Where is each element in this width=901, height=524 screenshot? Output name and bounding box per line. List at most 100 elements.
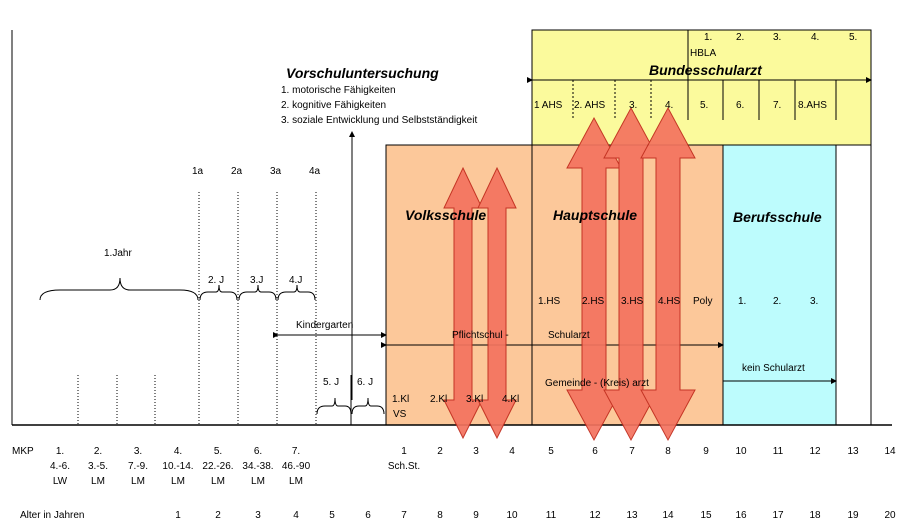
- hs-grade-3: 3.HS: [621, 296, 644, 307]
- volksschule-title: Volksschule: [405, 207, 486, 223]
- mkp-row: MKP 1. 2. 3. 4. 5. 6. 7. 4.-6. 3.-5. 7.-9. 10.-14. 2…: [12, 446, 311, 487]
- berufsschule-title: Berufsschule: [733, 209, 822, 225]
- age-value: 16: [735, 510, 747, 521]
- mkp-label: MKP: [12, 446, 34, 457]
- year-label-3: 3.J: [250, 275, 263, 286]
- school-year-number: 10: [735, 446, 747, 457]
- berufs-grade-2: 2.: [773, 296, 781, 307]
- mkp-range: 46.-90: [282, 461, 311, 472]
- ahs-grade-4: 4.: [665, 100, 673, 111]
- ahs-grade-1: 1 AHS: [534, 100, 563, 111]
- vs-grade-3: 3.Kl: [466, 394, 483, 405]
- school-year-number: 8: [665, 446, 671, 457]
- school-year-number: 1: [401, 446, 407, 457]
- age-row: Alter in Jahren 1 2 3 4 5 6 7 8 9 10 11 12 13 14 15 16 17…: [20, 510, 896, 521]
- age-value: 19: [847, 510, 859, 521]
- white-region: [835, 144, 872, 426]
- ahs-top-5: 5.: [849, 32, 857, 43]
- ahs-top-3: 3.: [773, 32, 781, 43]
- mkp-range: 7.-9.: [128, 461, 148, 472]
- school-year-number: 9: [703, 446, 709, 457]
- ahs-grade-2: 2. AHS: [574, 100, 605, 111]
- hbla-label: HBLA: [690, 48, 716, 59]
- double-arrow-vs: [443, 166, 517, 440]
- bundesschularzt-title: Bundesschularzt: [649, 62, 763, 78]
- mkp-range: 22.-26.: [202, 461, 233, 472]
- mkp-unit: LM: [131, 476, 145, 487]
- age-value: 18: [809, 510, 821, 521]
- ahs-grade-8: 8.AHS: [798, 100, 827, 111]
- ahs-grade-5: 5.: [700, 100, 708, 111]
- hs-grade-4: 4.HS: [658, 296, 681, 307]
- school-year-number: 4: [509, 446, 515, 457]
- age-value: 4: [293, 510, 299, 521]
- age-value: 15: [700, 510, 712, 521]
- mkp-number: 7.: [292, 446, 300, 457]
- schularzt-label: Schularzt: [548, 330, 590, 341]
- brace-year4: [277, 284, 316, 301]
- age-value: 3: [255, 510, 261, 521]
- ahs-top-1: 1.: [704, 32, 712, 43]
- mkp-number: 1.: [56, 446, 64, 457]
- vs-label: VS: [393, 409, 407, 420]
- school-year-number: 5: [548, 446, 554, 457]
- berufs-grade-3: 3.: [810, 296, 818, 307]
- screening-item-2: 2. kognitive Fähigkeiten: [281, 100, 386, 111]
- kein-schularzt-label: kein Schularzt: [742, 363, 805, 374]
- age-label: Alter in Jahren: [20, 510, 84, 521]
- brace-year3: [238, 284, 277, 301]
- age-value: 14: [662, 510, 674, 521]
- mkp-unit: LM: [211, 476, 225, 487]
- gemeinde-label: Gemeinde - (Kreis) arzt: [545, 378, 649, 389]
- mkp-unit: LW: [53, 476, 68, 487]
- mkp-unit: LM: [91, 476, 105, 487]
- age-value: 7: [401, 510, 407, 521]
- hauptschule-title: Hauptschule: [553, 207, 637, 223]
- mkp-number: 5.: [214, 446, 222, 457]
- mkp-number: 2.: [94, 446, 102, 457]
- screening-item-1: 1. motorische Fähigkeiten: [281, 85, 396, 96]
- year-label-5: 5. J: [323, 377, 339, 388]
- mkp-number: 6.: [254, 446, 262, 457]
- age-value: 6: [365, 510, 371, 521]
- age-value: 11: [546, 510, 557, 521]
- year-label-4: 4.J: [289, 275, 302, 286]
- poly-label: Poly: [693, 296, 712, 307]
- year-label-1: 1.Jahr: [104, 248, 132, 259]
- mkp-unit: LM: [171, 476, 185, 487]
- mkp-number: 4.: [174, 446, 182, 457]
- age-value: 5: [329, 510, 335, 521]
- kindergarten-label: Kindergarten: [296, 320, 353, 331]
- screening-item-3: 3. soziale Entwicklung und Selbstständig…: [281, 115, 477, 126]
- year-label-2: 2. J: [208, 275, 224, 286]
- ahs-grade-7: 7.: [773, 100, 781, 111]
- berufs-grade-1: 1.: [738, 296, 746, 307]
- hs-grade-1: 1.HS: [538, 296, 561, 307]
- double-arrow-hs: [566, 106, 696, 442]
- mkp-unit: LM: [251, 476, 265, 487]
- bundesschularzt-region: [531, 29, 872, 146]
- brace-year6: [351, 397, 385, 415]
- year-label-6: 6. J: [357, 377, 373, 388]
- screening-title: Vorschuluntersuchung: [286, 65, 439, 81]
- checkup-2a: 2a: [231, 166, 243, 177]
- checkup-1a: 1a: [192, 166, 204, 177]
- ahs-top-4: 4.: [811, 32, 819, 43]
- school-year-number: 11: [773, 446, 784, 457]
- vs-grade-4: 4.Kl: [502, 394, 519, 405]
- age-value: 12: [589, 510, 601, 521]
- age-value: 17: [772, 510, 784, 521]
- mkp-range: 3.-5.: [88, 461, 108, 472]
- age-value: 10: [506, 510, 518, 521]
- school-year-number: 2: [437, 446, 443, 457]
- hs-grade-2: 2.HS: [582, 296, 605, 307]
- school-year-number: 14: [884, 446, 896, 457]
- age-value: 2: [215, 510, 221, 521]
- vs-grade-2: 2.Kl: [430, 394, 447, 405]
- age-value: 1: [175, 510, 181, 521]
- school-year-number: 6: [592, 446, 598, 457]
- brace-year2: [199, 284, 238, 301]
- checkup-3a: 3a: [270, 166, 282, 177]
